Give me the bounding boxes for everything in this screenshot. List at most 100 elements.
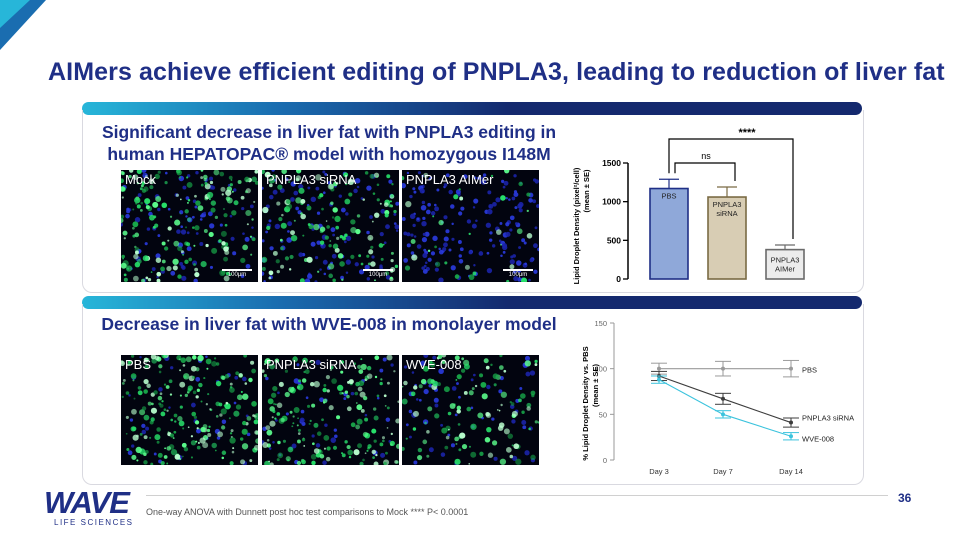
lipid-droplet: [174, 219, 181, 226]
nucleus: [488, 238, 493, 242]
nucleus: [403, 365, 408, 369]
lipid-droplet: [295, 197, 302, 204]
nucleus: [523, 241, 527, 245]
lipid-droplet: [240, 257, 246, 263]
nucleus: [207, 211, 213, 217]
lipid-droplet: [223, 213, 228, 218]
lipid-droplet: [353, 449, 360, 456]
lipid-droplet: [534, 359, 538, 363]
lipid-droplet: [385, 451, 388, 455]
lipid-droplet: [163, 408, 167, 412]
lipid-droplet: [221, 375, 226, 381]
lipid-droplet: [164, 447, 167, 450]
lipid-droplet: [159, 392, 163, 396]
micrograph-label: WVE-008: [406, 357, 462, 372]
lipid-droplet: [133, 397, 136, 400]
lipid-droplet: [276, 402, 283, 409]
lipid-droplet: [268, 276, 272, 280]
lipid-droplet: [233, 410, 240, 417]
lipid-droplet: [366, 254, 370, 258]
scale-bar: 100μm: [363, 269, 393, 278]
lipid-droplet: [343, 172, 349, 178]
lipid-droplet: [164, 181, 168, 185]
lipid-droplet: [302, 234, 305, 237]
nucleus: [345, 259, 351, 265]
lipid-droplet: [458, 448, 462, 452]
lipid-droplet: [223, 208, 225, 210]
nucleus: [471, 223, 477, 229]
nucleus: [487, 208, 493, 215]
lipid-droplet: [380, 378, 383, 381]
nucleus: [450, 443, 455, 448]
lipid-droplet: [524, 360, 531, 367]
lipid-droplet: [133, 253, 139, 260]
lipid-droplet: [526, 233, 533, 239]
lipid-droplet: [182, 253, 185, 256]
lipid-droplet: [455, 442, 458, 445]
lipid-droplet: [328, 273, 334, 279]
lipid-droplet: [503, 369, 507, 373]
lipid-droplet: [147, 277, 152, 282]
nucleus: [500, 254, 503, 258]
lipid-droplet: [242, 420, 247, 426]
nucleus: [369, 215, 373, 219]
lipid-droplet: [323, 383, 327, 387]
nucleus: [131, 444, 135, 448]
nucleus: [241, 206, 245, 211]
lipid-droplet: [141, 406, 147, 411]
nucleus: [510, 255, 514, 259]
x-tick-label: Day 14: [779, 467, 803, 476]
nucleus: [358, 269, 365, 275]
lipid-droplet: [157, 395, 163, 401]
lipid-droplet: [184, 209, 189, 214]
lipid-droplet: [220, 186, 226, 192]
lipid-droplet: [214, 449, 217, 452]
lipid-droplet: [332, 278, 336, 282]
lipid-droplet: [131, 454, 137, 460]
nucleus: [182, 185, 187, 190]
nucleus: [323, 272, 327, 276]
nucleus: [408, 435, 412, 439]
data-point: [789, 366, 793, 371]
lipid-droplet: [379, 381, 383, 386]
lipid-droplet: [121, 217, 124, 223]
lipid-droplet: [211, 361, 217, 367]
nucleus: [434, 267, 439, 272]
lipid-droplet: [220, 230, 227, 237]
lipid-droplet: [262, 256, 268, 263]
lipid-droplet: [269, 183, 273, 188]
lipid-droplet: [313, 422, 319, 428]
lipid-droplet: [492, 373, 499, 380]
lipid-droplet: [432, 215, 435, 218]
nucleus: [146, 227, 151, 231]
nucleus: [416, 244, 422, 249]
lipid-droplet: [179, 212, 182, 215]
lipid-droplet: [133, 275, 139, 282]
lipid-droplet: [423, 365, 429, 372]
lipid-droplet: [306, 205, 312, 211]
lipid-droplet: [393, 209, 397, 214]
nucleus: [511, 196, 516, 201]
nucleus: [191, 215, 195, 219]
lipid-droplet: [244, 190, 248, 194]
lipid-droplet: [161, 355, 168, 359]
lipid-droplet: [223, 275, 230, 282]
nucleus: [436, 188, 440, 192]
lipid-droplet: [237, 180, 242, 184]
nucleus: [158, 387, 163, 392]
lipid-droplet: [186, 217, 192, 222]
lipid-droplet: [144, 449, 149, 454]
lipid-droplet: [526, 406, 531, 411]
lipid-droplet: [427, 406, 433, 412]
lipid-droplet: [251, 368, 256, 374]
lipid-droplet: [295, 175, 302, 181]
data-point: [657, 366, 661, 371]
nucleus: [315, 359, 321, 365]
lipid-droplet: [272, 409, 276, 414]
micrograph-texture: [402, 355, 539, 465]
data-point: [721, 412, 725, 417]
lipid-droplet: [274, 417, 277, 420]
lipid-droplet: [479, 373, 484, 378]
lipid-droplet: [188, 257, 192, 262]
lipid-droplet: [287, 446, 294, 453]
